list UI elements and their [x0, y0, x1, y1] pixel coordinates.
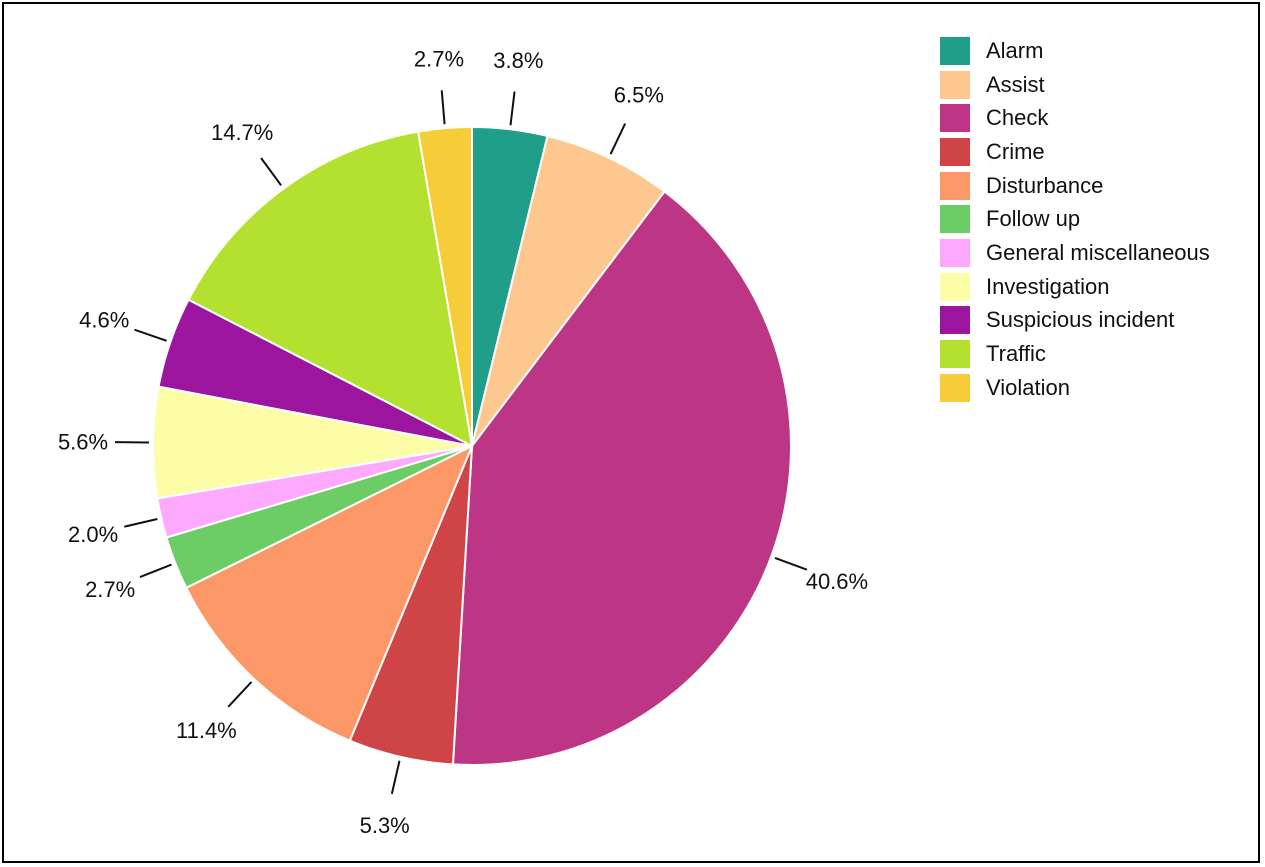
slice-label-crime: 5.3% — [360, 813, 410, 838]
legend-swatch — [940, 137, 970, 166]
legend-swatch — [940, 205, 970, 234]
leader-line-crime — [390, 760, 401, 795]
legend-label: Alarm — [986, 37, 1044, 63]
legend-item-check: Check — [940, 101, 1210, 135]
leader-line-traffic — [260, 157, 282, 186]
pie-label-leaders — [115, 90, 808, 795]
leader-line-disturbance — [227, 681, 253, 708]
pie-slice-assist — [471, 134, 666, 447]
legend-label: Investigation — [986, 273, 1110, 299]
slice-label-suspicious-incident: 4.6% — [79, 307, 129, 332]
leader-line-check — [774, 556, 808, 571]
legend-swatch — [940, 306, 970, 335]
legend: Alarm Assist Check Crime Disturbance Follow u… — [940, 34, 1210, 405]
leader-line-general-miscellaneous — [124, 518, 158, 528]
pie-slice-check — [451, 190, 792, 766]
slice-label-traffic: 14.7% — [211, 120, 273, 145]
pie-slice-traffic — [187, 130, 474, 448]
legend-swatch — [940, 238, 970, 267]
legend-item-suspicious-incident: Suspicious incident — [940, 304, 1210, 338]
legend-item-investigation: Investigation — [940, 270, 1210, 304]
legend-item-assist: Assist — [940, 68, 1210, 102]
legend-label: Suspicious incident — [986, 307, 1175, 333]
pie-labels: 3.8% 6.5% 40.6% 5.3% 11.4% 2.7% 2.0% 5.6% 4.6% 14… — [58, 46, 868, 838]
slice-label-alarm: 3.8% — [493, 48, 543, 73]
legend-swatch — [940, 373, 970, 402]
legend-label: Assist — [986, 71, 1045, 97]
leader-line-violation — [440, 90, 446, 125]
slice-label-assist: 6.5% — [614, 83, 664, 108]
legend-label: Disturbance — [986, 172, 1104, 198]
legend-item-alarm: Alarm — [940, 34, 1210, 68]
leader-line-alarm — [509, 91, 516, 126]
legend-swatch — [940, 70, 970, 99]
legend-swatch — [940, 340, 970, 369]
legend-label: Check — [986, 105, 1049, 131]
legend-item-traffic: Traffic — [940, 337, 1210, 371]
slice-label-violation: 2.7% — [414, 46, 464, 71]
slice-label-check: 40.6% — [806, 569, 868, 594]
pie-slices — [152, 125, 792, 766]
slice-label-investigation: 5.6% — [58, 430, 108, 455]
pie-slice-violation — [416, 125, 473, 447]
legend-swatch — [940, 272, 970, 301]
legend-item-general-miscellaneous: General miscellaneous — [940, 236, 1210, 270]
leader-line-assist — [609, 123, 627, 155]
legend-item-violation: Violation — [940, 371, 1210, 405]
legend-swatch — [940, 171, 970, 200]
legend-item-follow-up: Follow up — [940, 202, 1210, 236]
legend-label: Follow up — [986, 206, 1081, 232]
legend-label: General miscellaneous — [986, 239, 1210, 265]
legend-label: Violation — [986, 374, 1070, 400]
slice-label-disturbance: 11.4% — [176, 718, 237, 743]
leader-line-suspicious-incident — [134, 328, 167, 342]
pie-slice-disturbance — [184, 443, 474, 742]
legend-swatch — [940, 36, 970, 65]
legend-item-crime: Crime — [940, 135, 1210, 169]
slice-label-follow-up: 2.7% — [85, 577, 135, 602]
legend-swatch — [940, 104, 970, 133]
legend-label: Crime — [986, 138, 1045, 164]
legend-item-disturbance: Disturbance — [940, 169, 1210, 203]
leader-line-follow-up — [139, 563, 172, 578]
legend-label: Traffic — [986, 341, 1046, 367]
slice-label-general-miscellaneous: 2.0% — [68, 522, 118, 547]
